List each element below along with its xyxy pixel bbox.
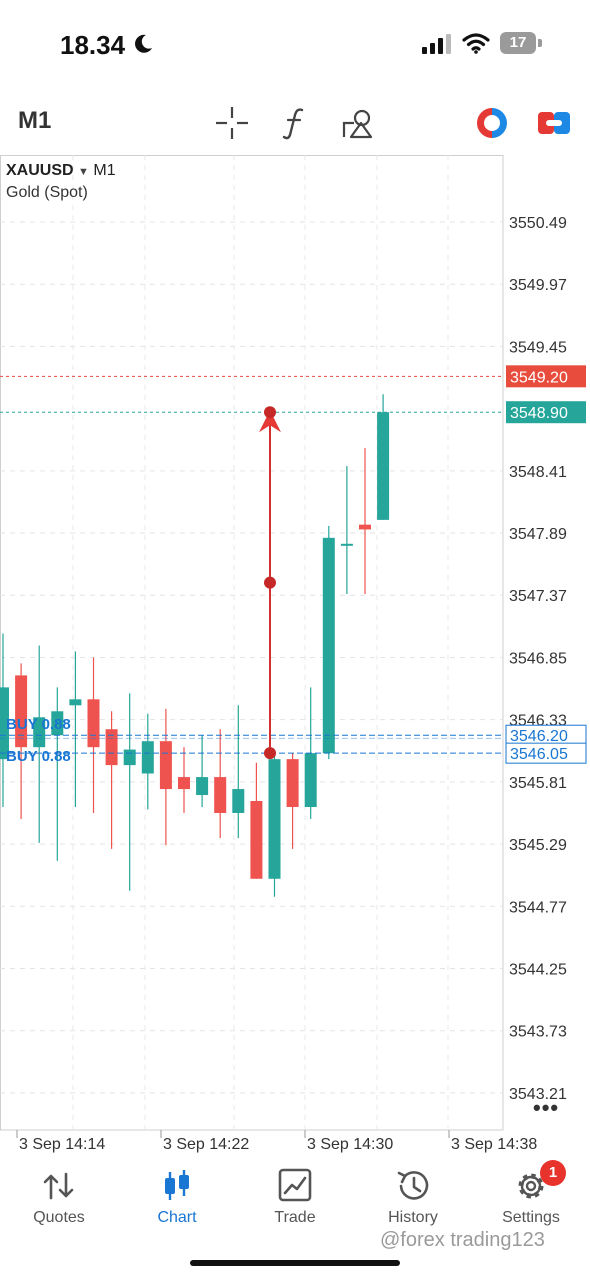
position-price-label: 3546.05 (510, 746, 568, 763)
price-label: 3545.81 (509, 775, 567, 792)
nav-label-settings: Settings (502, 1209, 560, 1226)
drawing-anchor-point (264, 406, 276, 419)
candle-body (286, 759, 299, 807)
candle-body (340, 543, 353, 546)
candle-body (87, 699, 100, 748)
price-label: 3544.25 (509, 961, 567, 978)
nav-label-chart: Chart (157, 1209, 197, 1226)
candle-body (0, 687, 9, 760)
candle-body (159, 741, 172, 790)
price-label: 3548.41 (509, 464, 567, 481)
price-label: 3545.29 (509, 837, 567, 854)
price-label: 3546.85 (509, 650, 567, 667)
chart-frame (0, 155, 504, 1131)
time-label: 3 Sep 14:30 (307, 1136, 393, 1153)
price-label: 3544.77 (509, 899, 567, 916)
one-click-icon[interactable] (534, 103, 574, 143)
ask-price-tag (506, 365, 586, 388)
nav-settings[interactable]: 1 Settings (472, 1160, 590, 1235)
nav-history[interactable]: History (354, 1160, 472, 1235)
status-time: 18.34 (60, 30, 126, 60)
symbol-description: Gold (Spot) (6, 184, 88, 201)
chart-icon (165, 1170, 189, 1200)
battery-level: 17 (509, 34, 527, 51)
candle-body (322, 537, 335, 754)
candle-body (178, 777, 190, 790)
time-label: 3 Sep 14:22 (163, 1136, 249, 1153)
candle-body (15, 675, 28, 748)
drawing-anchor-point (264, 576, 276, 589)
candle-body (196, 777, 209, 796)
price-label: 3547.37 (509, 588, 567, 605)
watermark: @forex trading123 (380, 1229, 545, 1251)
home-indicator[interactable] (190, 1260, 400, 1266)
time-label: 3 Sep 14:38 (451, 1136, 537, 1153)
history-icon (397, 1171, 429, 1200)
price-label: 3547.89 (509, 526, 567, 543)
price-label: 3550.49 (509, 215, 567, 232)
nav-label-history: History (388, 1209, 438, 1226)
function-icon[interactable] (275, 103, 315, 143)
chart-toolbar: M1 (0, 95, 590, 150)
candle-body (51, 711, 64, 736)
wifi-icon (462, 33, 490, 54)
price-label: 3549.45 (509, 339, 567, 356)
drawing-arrow-head (259, 410, 281, 433)
candle-body (69, 699, 82, 706)
candle-body (359, 524, 371, 530)
nav-quotes[interactable]: Quotes (0, 1160, 118, 1235)
bid-price-tag (506, 401, 586, 424)
candle-body (232, 789, 245, 813)
candle-body (268, 759, 281, 879)
price-label: 3543.21 (509, 1086, 567, 1103)
candle-body (377, 412, 390, 520)
nav-label-trade: Trade (274, 1209, 316, 1226)
position-label: BUY 0.88 (6, 716, 71, 733)
timeframe-button[interactable]: M1 (18, 107, 52, 134)
more-options-icon[interactable]: ••• (533, 1095, 560, 1120)
symbol-label[interactable]: XAUUSD ▼ M1 (6, 162, 116, 180)
candle-body (304, 753, 317, 807)
nav-trade[interactable]: Trade (236, 1160, 354, 1235)
status-bar: 18.34 17 (0, 0, 590, 90)
nav-label-quotes: Quotes (33, 1209, 85, 1226)
candle-body (33, 717, 46, 748)
position-label: BUY 0.88 (6, 748, 71, 765)
bid-price-label: 3548.90 (510, 405, 568, 422)
price-chart[interactable]: 3550.49 3549.97 3549.45 3548.41 3547.89 3547.… (0, 155, 590, 1155)
moon-icon (135, 34, 152, 53)
candle-body (105, 729, 118, 766)
position-price-tag (505, 742, 587, 764)
candle-body (250, 801, 263, 879)
settings-icon (518, 1173, 544, 1199)
quotes-icon (43, 1172, 74, 1200)
candle-body (123, 749, 136, 766)
candle-body (214, 777, 227, 813)
price-label: 3549.97 (509, 277, 567, 294)
trade-icon (278, 1168, 312, 1202)
notification-badge: 1 (540, 1160, 566, 1186)
signal-icon (422, 34, 451, 54)
time-label: 3 Sep 14:14 (19, 1136, 105, 1153)
ask-price-label: 3549.20 (510, 369, 568, 386)
symbol-name[interactable]: XAUUSD (6, 162, 74, 179)
drawing-anchor-point (264, 747, 276, 760)
bottom-navigation: Quotes Chart Trade History 1 Set (0, 1160, 590, 1240)
symbol-timeframe: M1 (93, 162, 116, 179)
battery-icon: 17 (500, 32, 542, 54)
objects-icon[interactable] (338, 103, 378, 143)
price-label: 3543.73 (509, 1024, 567, 1041)
dropdown-arrow-icon[interactable]: ▼ (78, 166, 89, 178)
position-price-label: 3546.20 (510, 728, 568, 745)
nav-chart[interactable]: Chart (118, 1160, 236, 1235)
candlestick-chart[interactable]: 3550.49 3549.97 3549.45 3548.41 3547.89 3547.… (0, 155, 590, 1155)
trade-toggle-icon[interactable] (472, 103, 512, 143)
candle-body (141, 741, 154, 774)
crosshair-icon[interactable] (212, 103, 252, 143)
